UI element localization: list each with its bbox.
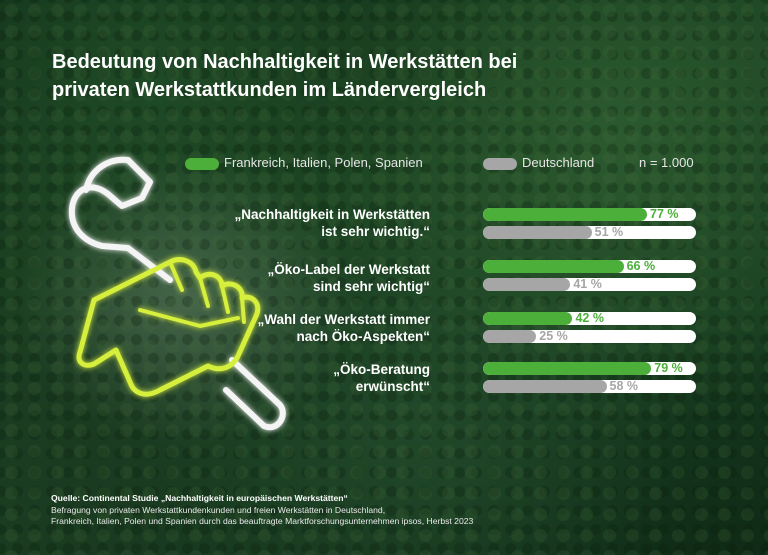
- bar-series-2: [483, 226, 592, 239]
- category-label-line-2: ist sehr wichtig.“: [321, 224, 430, 239]
- bar-track: 51 %: [483, 226, 696, 239]
- category-label-line-2: erwünscht“: [355, 379, 430, 394]
- bar-series-1: [483, 260, 624, 273]
- bar-track: 41 %: [483, 278, 696, 291]
- legend-swatch-green: [185, 157, 219, 170]
- category-label-line-1: „Nachhaltigkeit in Werkstätten: [234, 207, 430, 222]
- value-label-series-1: 79 %: [654, 362, 683, 375]
- source-line-1: Befragung von privaten Werkstattkundenku…: [51, 504, 386, 515]
- category-label: „Wahl der Werkstatt immer nach Öko-Aspek…: [257, 311, 430, 345]
- bar-series-1: [483, 362, 652, 375]
- bar-track: 79 %: [483, 362, 696, 375]
- legend-swatch-gray: [483, 157, 517, 170]
- bar-series-2: [483, 278, 571, 291]
- wrench-fist-icon: [68, 156, 286, 431]
- bar-series-2: [483, 330, 537, 343]
- value-label-series-2: 51 %: [594, 226, 624, 239]
- legend-label-series-2: Deutschland: [522, 155, 595, 170]
- title-line-1: Bedeutung von Nachhaltigkeit in Werkstät…: [52, 51, 518, 73]
- bar-track: 25 %: [483, 330, 696, 343]
- source-line-2: Frankreich, Italien, Polen und Spanien d…: [51, 516, 474, 526]
- category-label: „Öko-Beratung erwünscht“: [333, 361, 430, 395]
- bar-series-2: [483, 380, 607, 393]
- value-label-series-1: 42 %: [575, 312, 604, 325]
- bar-track: 42 %: [483, 312, 696, 325]
- sample-size: n = 1.000: [639, 155, 694, 170]
- legend-series-1: Frankreich, Italien, Polen, Spanien: [185, 155, 423, 170]
- category-label: „Öko-Label der Werkstatt sind sehr wicht…: [267, 261, 430, 295]
- value-label-series-2: 41 %: [573, 278, 602, 291]
- category-label-line-2: nach Öko-Aspekten“: [296, 329, 430, 344]
- bar-series-1: [483, 208, 647, 221]
- value-label-series-1: 66 %: [626, 260, 656, 273]
- value-label-series-1: 77 %: [650, 208, 679, 221]
- chart-title: Bedeutung von Nachhaltigkeit in Werkstät…: [52, 48, 652, 104]
- title-line-2: privaten Werkstattkunden im Ländervergle…: [52, 79, 487, 101]
- value-label-series-2: 58 %: [609, 380, 639, 393]
- category-label-line-1: „Wahl der Werkstatt immer: [257, 312, 430, 327]
- source-note: Quelle: Continental Studie „Nachhaltigke…: [51, 493, 473, 528]
- source-heading: Quelle: Continental Studie „Nachhaltigke…: [51, 493, 348, 503]
- category-label: „Nachhaltigkeit in Werkstätten ist sehr …: [234, 206, 430, 240]
- bar-track: 66 %: [483, 260, 696, 273]
- category-label-line-1: „Öko-Label der Werkstatt: [267, 262, 430, 277]
- bar-series-1: [483, 312, 573, 325]
- bar-track: 58 %: [483, 380, 696, 393]
- category-label-line-1: „Öko-Beratung: [333, 362, 430, 377]
- category-label-line-2: sind sehr wichtig“: [312, 279, 430, 294]
- legend-series-2: Deutschland: [483, 155, 594, 170]
- legend-label-series-1: Frankreich, Italien, Polen, Spanien: [224, 155, 423, 170]
- value-label-series-2: 25 %: [539, 330, 568, 343]
- bar-track: 77 %: [483, 208, 696, 221]
